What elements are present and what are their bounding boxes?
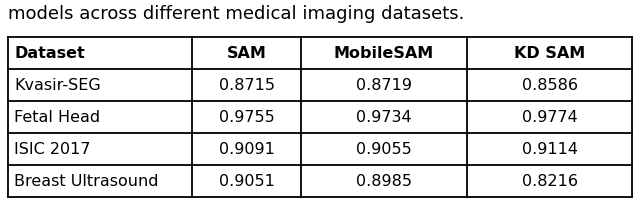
Text: 0.9055: 0.9055 (356, 142, 412, 157)
Text: 0.8216: 0.8216 (522, 174, 577, 188)
Text: models across different medical imaging datasets.: models across different medical imaging … (8, 5, 464, 23)
Text: 0.8715: 0.8715 (219, 78, 275, 93)
Text: Dataset: Dataset (14, 46, 85, 61)
Text: 0.9091: 0.9091 (219, 142, 275, 157)
Text: MobileSAM: MobileSAM (334, 46, 434, 61)
Text: KD SAM: KD SAM (514, 46, 585, 61)
Text: 0.8586: 0.8586 (522, 78, 577, 93)
Text: 0.9774: 0.9774 (522, 110, 577, 125)
Text: ISIC 2017: ISIC 2017 (14, 142, 91, 157)
Text: 0.9734: 0.9734 (356, 110, 412, 125)
Text: 0.8719: 0.8719 (356, 78, 412, 93)
Text: 0.9755: 0.9755 (219, 110, 275, 125)
Text: 0.9051: 0.9051 (219, 174, 275, 188)
Text: SAM: SAM (227, 46, 266, 61)
Text: Breast Ultrasound: Breast Ultrasound (14, 174, 159, 188)
Text: Kvasir-SEG: Kvasir-SEG (14, 78, 101, 93)
Text: 0.8985: 0.8985 (356, 174, 412, 188)
Text: 0.9114: 0.9114 (522, 142, 577, 157)
Text: Fetal Head: Fetal Head (14, 110, 100, 125)
